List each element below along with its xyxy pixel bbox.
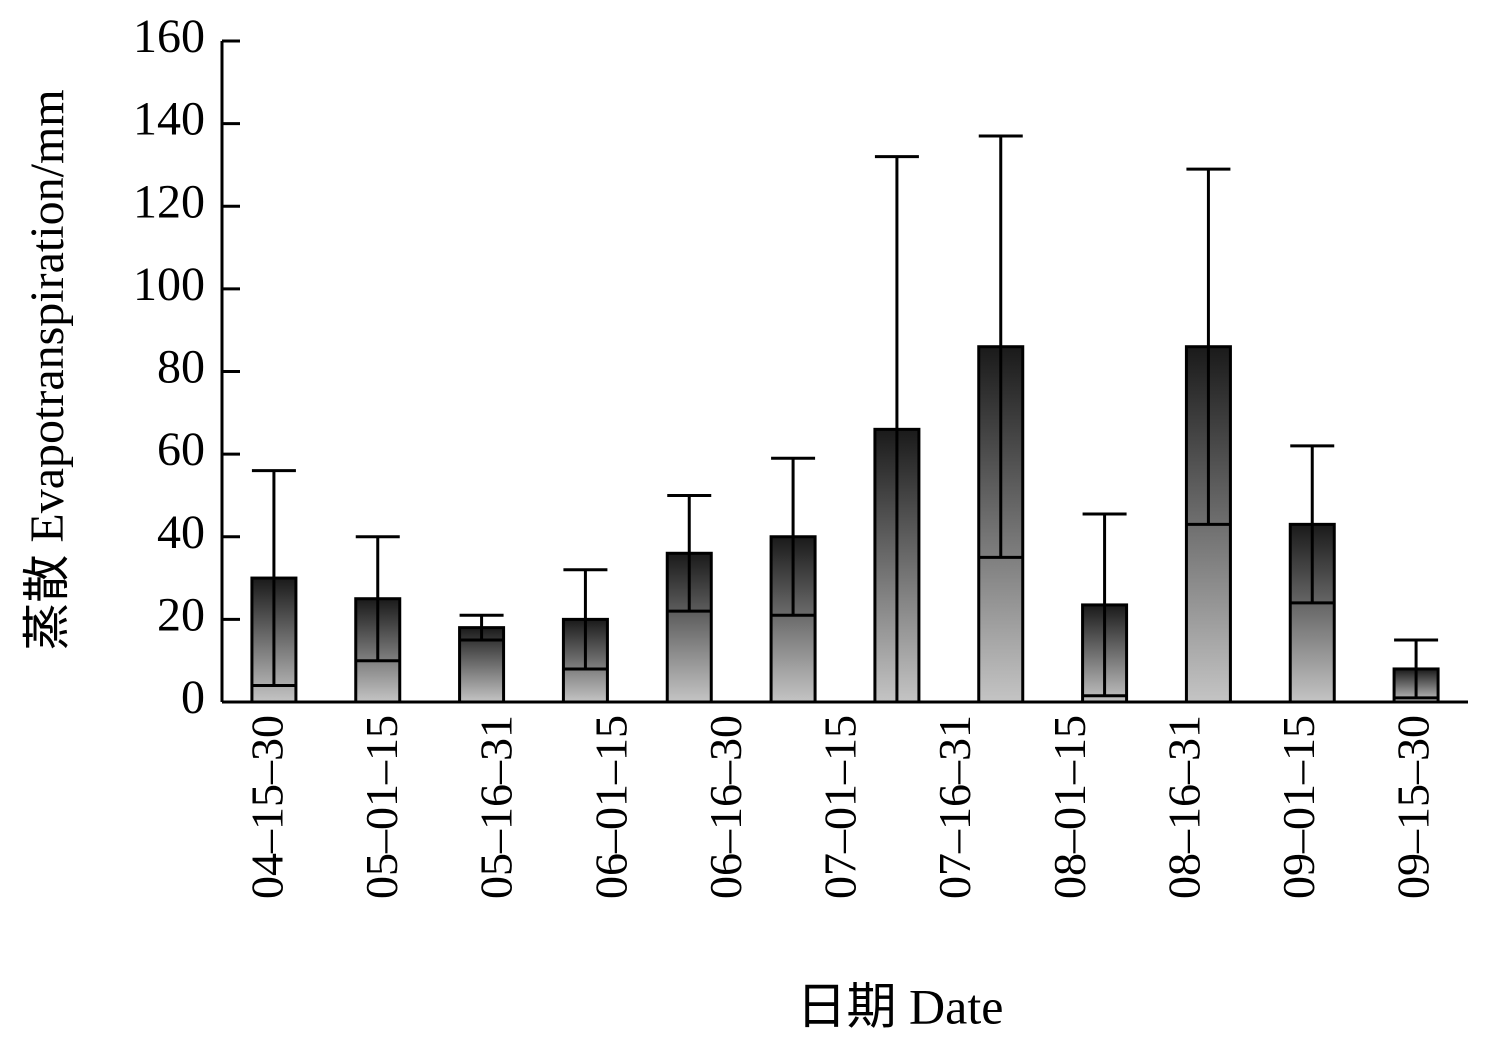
x-tick-label: 09–01–15	[1273, 715, 1324, 899]
y-tick-label: 60	[157, 423, 205, 476]
x-tick-label: 06–01–15	[585, 715, 636, 899]
y-tick-label: 140	[133, 93, 205, 146]
y-axis-label: 蒸散 Evapotranspiration/mm	[21, 89, 74, 650]
x-tick-label: 07–16–31	[929, 715, 980, 899]
x-tick-label: 07–01–15	[815, 715, 866, 899]
x-tick-label: 08–01–15	[1044, 715, 1095, 899]
y-tick-label: 40	[157, 506, 205, 559]
x-axis-label: 日期 Date	[797, 978, 1004, 1034]
x-tick-label: 09–15–30	[1388, 715, 1439, 899]
y-tick-label: 160	[133, 10, 205, 63]
y-tick-label: 0	[181, 671, 205, 724]
y-tick-label: 100	[133, 258, 205, 311]
x-tick-label: 06–16–30	[700, 715, 751, 899]
y-tick-label: 20	[157, 588, 205, 641]
x-tick-label: 04–15–30	[241, 715, 292, 899]
x-tick-label: 05–01–15	[356, 715, 407, 899]
x-tick-label: 05–16–31	[471, 715, 522, 899]
y-tick-label: 120	[133, 175, 205, 228]
x-tick-label: 08–16–31	[1158, 715, 1209, 899]
y-tick-label: 80	[157, 341, 205, 394]
